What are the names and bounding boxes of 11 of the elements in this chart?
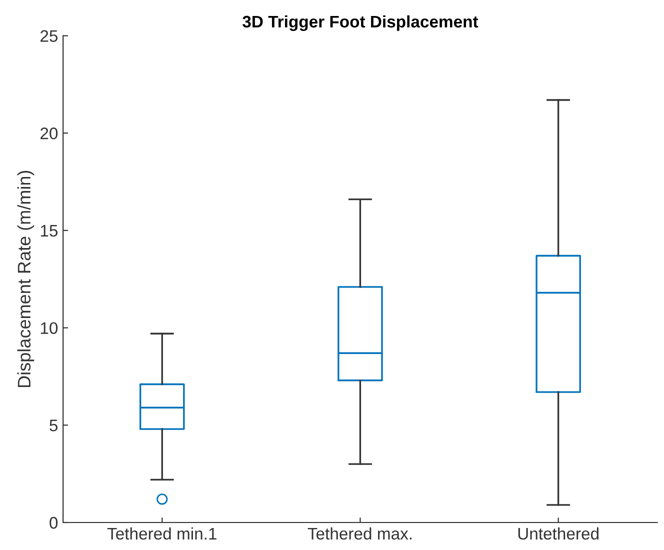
- y-tick-label: 15: [40, 225, 58, 237]
- chart-title: 3D Trigger Foot Displacement: [242, 15, 478, 31]
- y-tick-label: 25: [40, 30, 58, 42]
- x-tick-label: Untethered: [518, 527, 598, 540]
- y-tick-label: 5: [50, 420, 58, 432]
- y-axis-title: Displacement Rate (m/min): [17, 170, 34, 388]
- y-tick-label: 10: [40, 322, 58, 334]
- x-tick-label: Tethered max.: [308, 527, 412, 540]
- x-tick-label: Tethered min.1: [107, 527, 216, 540]
- y-tick-label: 0: [50, 516, 58, 529]
- y-tick-label: 20: [40, 128, 58, 140]
